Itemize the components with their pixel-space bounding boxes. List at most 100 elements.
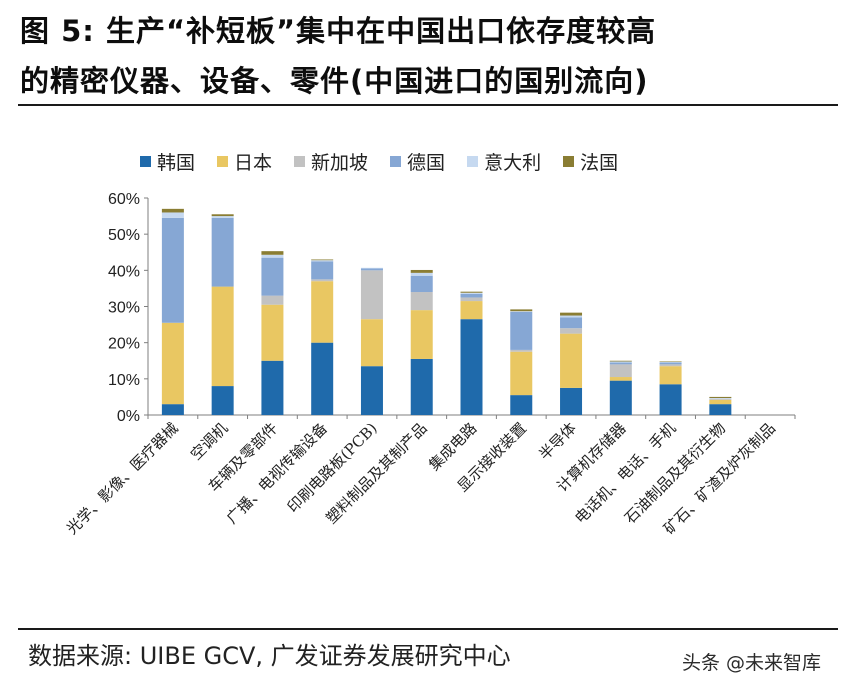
bar-segment-6-5 [460, 291, 483, 293]
bar-segment-5-4 [410, 272, 433, 276]
legend-swatch-2 [294, 155, 306, 167]
bar-segment-11-2 [709, 398, 732, 400]
y-tick-label-6: 60% [108, 191, 140, 208]
stacked-bar-chart: 0%10%20%30%40%50%60%光学、影像、医疗器械 空调机车辆及零部件广… [63, 191, 796, 538]
source-note: 数据来源: UIBE GCV, 广发证券发展研究中心 [28, 642, 511, 670]
legend-item-0: 韩国 [140, 148, 195, 175]
y-tick-label-1: 10% [108, 372, 140, 389]
bar-segment-0-5 [161, 208, 184, 213]
bar-segment-4-2 [360, 270, 383, 320]
bar-segment-11-0 [709, 404, 732, 415]
bar-segment-8-2 [560, 328, 583, 334]
y-tick-label-2: 20% [108, 336, 140, 353]
x-category-label-1: 空调机 [187, 419, 232, 464]
bar-segment-0-4 [161, 212, 184, 218]
legend-label-1: 日本 [234, 151, 273, 174]
y-tick-label-3: 30% [108, 300, 140, 317]
bar-segment-1-4 [211, 216, 234, 218]
bar-segment-1-1 [211, 286, 234, 387]
bar-segment-2-4 [261, 254, 284, 258]
source-divider [18, 628, 838, 630]
bar-segment-9-4 [609, 361, 632, 363]
bar-segment-9-2 [609, 364, 632, 378]
bar-segment-7-1 [510, 351, 533, 396]
figure-title-line-1: 图 5: 生产“补短板”集中在中国出口依存度较高 [20, 14, 657, 48]
bar-segment-10-1 [659, 366, 682, 385]
bar-segment-11-1 [709, 399, 732, 405]
bar-segment-1-0 [211, 386, 234, 415]
bar-segment-8-4 [560, 315, 583, 318]
bar-segment-4-4 [360, 267, 383, 269]
bar-segment-6-0 [460, 319, 483, 415]
y-tick-label-5: 50% [108, 227, 140, 244]
figure-title-line-2: 的精密仪器、设备、零件(中国进口的国别流向) [20, 64, 649, 98]
bar-segment-2-1 [261, 304, 284, 361]
legend-swatch-5 [563, 155, 575, 167]
legend-swatch-0 [140, 155, 151, 167]
x-category-label-0: 光学、影像、医疗器械 [63, 419, 182, 538]
bar-segment-10-2 [659, 364, 682, 367]
legend-label-2: 新加坡 [311, 151, 369, 174]
y-tick-label-0: 0% [117, 408, 140, 425]
bar-segment-7-5 [510, 309, 533, 312]
bar-segment-0-3 [161, 217, 184, 323]
bar-segment-7-2 [510, 349, 533, 352]
bar-segment-3-1 [311, 281, 334, 343]
bar-segment-2-5 [261, 251, 284, 255]
bar-segment-5-5 [410, 269, 433, 273]
bar-segment-1-5 [211, 214, 234, 217]
bar-segment-6-2 [460, 297, 483, 302]
bar-segment-8-1 [560, 333, 583, 388]
bar-segment-10-5 [659, 361, 682, 362]
legend-label-3: 德国 [407, 151, 446, 174]
bar-segment-9-1 [609, 377, 632, 381]
bar-segment-2-3 [261, 257, 284, 296]
bar-segment-4-1 [360, 319, 383, 367]
bar-segment-9-0 [609, 380, 632, 415]
figure-title: 图 5: 生产“补短板”集中在中国出口依存度较高 的精密仪器、设备、零件(中国进… [20, 6, 820, 106]
bar-segment-7-3 [510, 311, 533, 350]
legend-item-3: 德国 [390, 148, 445, 175]
bar-segment-5-2 [410, 292, 433, 311]
bar-segment-0-1 [161, 322, 184, 405]
chart-legend: 韩国 日本 新加坡 德国 意大利 法国 [140, 148, 640, 174]
bar-segment-8-0 [560, 387, 583, 415]
bar-segment-10-3 [659, 362, 682, 365]
legend-label-0: 韩国 [157, 151, 196, 174]
bar-segment-8-5 [560, 312, 583, 316]
bar-segment-8-3 [560, 317, 583, 329]
bar-segment-6-3 [460, 293, 483, 298]
bar-segment-3-4 [311, 260, 334, 262]
bar-segment-1-3 [211, 217, 234, 287]
legend-label-5: 法国 [580, 151, 619, 174]
bar-segment-7-4 [510, 311, 533, 312]
watermark: 头条 @未来智库 [682, 652, 822, 674]
bar-segment-3-0 [311, 342, 334, 415]
legend-swatch-3 [390, 155, 402, 167]
bar-segment-6-1 [460, 301, 483, 320]
bar-segment-9-3 [609, 362, 632, 365]
legend-item-5: 法国 [563, 148, 618, 175]
bar-segment-5-0 [410, 358, 433, 415]
bar-segment-3-2 [311, 279, 334, 282]
legend-swatch-4 [467, 155, 479, 167]
y-tick-label-4: 40% [108, 263, 140, 280]
bar-segment-0-0 [161, 404, 184, 415]
bar-segment-11-5 [709, 396, 732, 399]
legend-label-4: 意大利 [484, 151, 542, 174]
x-category-label-4: 印刷电路板(PCB) [284, 419, 381, 516]
bar-segment-10-0 [659, 384, 682, 415]
x-category-label-8: 半导体 [535, 419, 580, 464]
bar-segment-5-1 [410, 310, 433, 359]
legend-swatch-1 [217, 155, 229, 167]
bar-segment-5-3 [410, 275, 433, 293]
bar-segment-4-3 [360, 268, 383, 271]
bar-segment-4-0 [360, 366, 383, 415]
bar-segment-6-4 [460, 292, 483, 294]
legend-item-1: 日本 [217, 148, 272, 175]
bar-segment-2-2 [261, 295, 284, 305]
legend-item-4: 意大利 [467, 148, 541, 175]
bar-segment-9-5 [609, 360, 632, 362]
legend-item-2: 新加坡 [294, 148, 368, 175]
bar-segment-11-4 [709, 398, 732, 399]
